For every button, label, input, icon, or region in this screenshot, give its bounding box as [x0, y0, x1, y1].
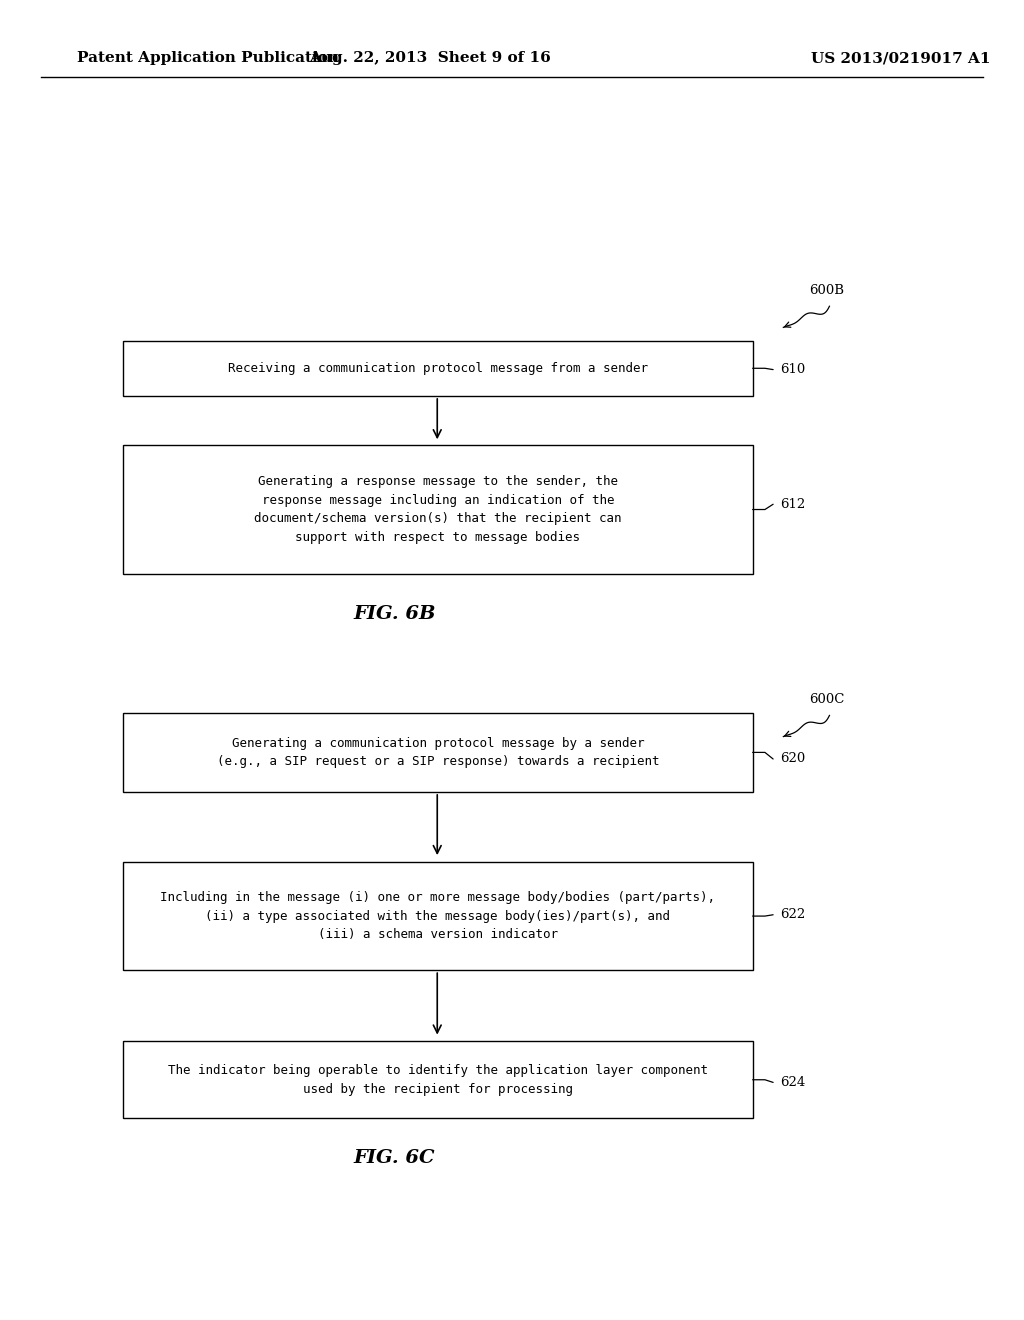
Text: FIG. 6C: FIG. 6C: [353, 1148, 435, 1167]
Text: Aug. 22, 2013  Sheet 9 of 16: Aug. 22, 2013 Sheet 9 of 16: [309, 51, 551, 65]
FancyBboxPatch shape: [123, 1041, 753, 1118]
Text: Including in the message (i) one or more message body/bodies (part/parts),
(ii) : Including in the message (i) one or more…: [161, 891, 715, 941]
Text: FIG. 6B: FIG. 6B: [353, 605, 435, 623]
Text: 622: 622: [780, 908, 806, 921]
Text: Generating a response message to the sender, the
response message including an i: Generating a response message to the sen…: [254, 475, 622, 544]
Text: US 2013/0219017 A1: US 2013/0219017 A1: [811, 51, 991, 65]
FancyBboxPatch shape: [123, 862, 753, 970]
Text: Generating a communication protocol message by a sender
(e.g., a SIP request or : Generating a communication protocol mess…: [216, 737, 659, 768]
Text: 610: 610: [780, 363, 806, 376]
Text: The indicator being operable to identify the application layer component
used by: The indicator being operable to identify…: [168, 1064, 708, 1096]
FancyBboxPatch shape: [123, 445, 753, 574]
Text: 624: 624: [780, 1076, 806, 1089]
Text: Receiving a communication protocol message from a sender: Receiving a communication protocol messa…: [227, 362, 648, 375]
Text: 620: 620: [780, 752, 806, 766]
Text: Patent Application Publication: Patent Application Publication: [77, 51, 339, 65]
Text: 612: 612: [780, 498, 806, 511]
FancyBboxPatch shape: [123, 341, 753, 396]
Text: 600B: 600B: [809, 284, 844, 297]
FancyBboxPatch shape: [123, 713, 753, 792]
Text: 600C: 600C: [809, 693, 845, 706]
